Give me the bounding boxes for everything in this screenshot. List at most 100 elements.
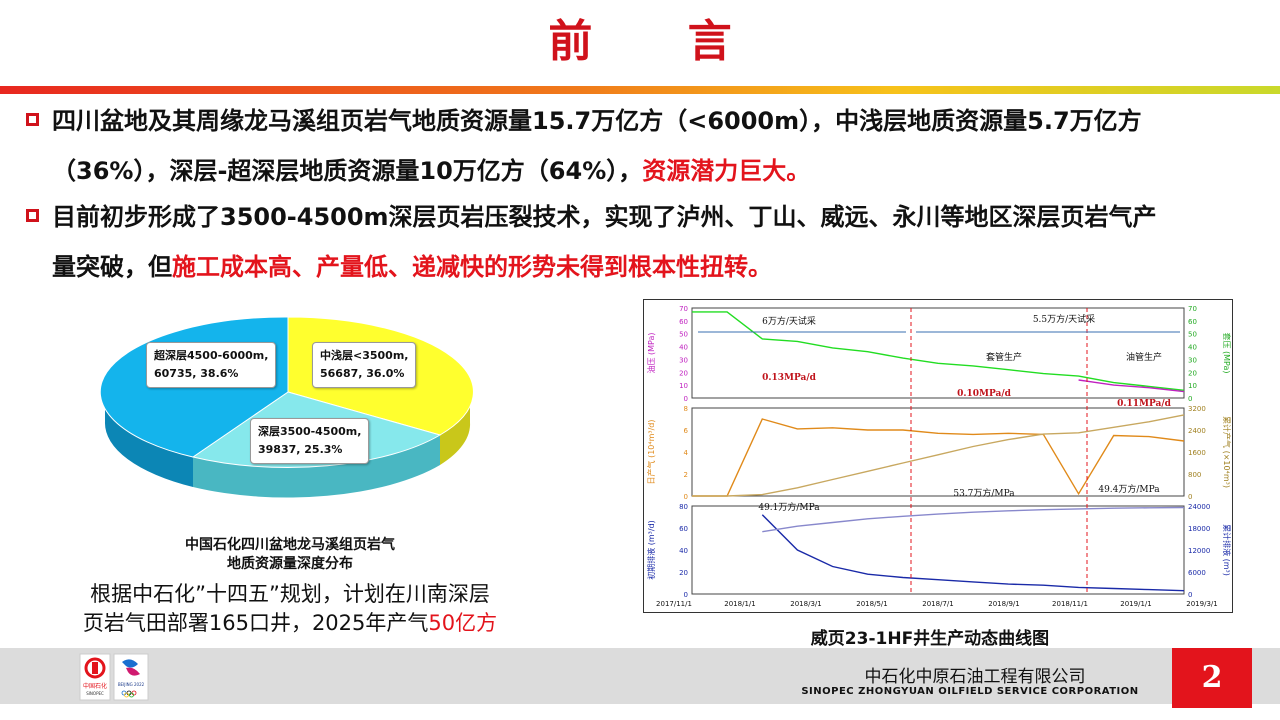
x-axis-tick-label: 2018/7/1 (922, 600, 953, 608)
company-name-en: SINOPEC ZHONGYUAN OILFIELD SERVICE CORPO… (801, 686, 1139, 697)
x-axis-tick-label: 2019/3/1 (1186, 600, 1217, 608)
pie-label-ultra-l2: 60735, 38.6% (154, 367, 239, 380)
chart-annotation: 0.11MPa/d (1117, 399, 1172, 409)
chart-annotation: 油管生产 (1126, 351, 1162, 363)
left-axis-tick-label: 20 (679, 569, 688, 577)
plan-text: 根据中石化”十四五”规划，计划在川南深层 页岩气田部署165口井，2025年产气… (40, 580, 540, 638)
left-axis-tick-label: 40 (679, 547, 688, 555)
chart-series-line (1078, 379, 1185, 393)
chart-annotation: 套管生产 (986, 351, 1022, 363)
left-axis-tick-label: 60 (679, 318, 688, 326)
right-axis-tick-label: 50 (1188, 331, 1197, 339)
x-axis-tick-label: 2018/11/1 (1052, 600, 1088, 608)
chart-caption: 威页23-1HF井生产动态曲线图 (810, 629, 1050, 649)
right-axis-tick-label: 10 (1188, 382, 1197, 390)
left-axis-tick-label: 50 (679, 331, 688, 339)
right-axis-title: 累计排液 (m³) (1222, 524, 1232, 576)
chart-annotation: 53.7万方/MPa (953, 487, 1015, 499)
bullet-2-line2: 量突破，但施工成本高、产量低、递减快的形势未得到根本性扭转。 (52, 242, 1266, 292)
pie-label-deep: 深层3500-4500m, 39837, 25.3% (250, 418, 370, 464)
chart-annotation: 49.1万方/MPa (758, 501, 820, 513)
x-axis-tick-label: 2018/3/1 (790, 600, 821, 608)
left-axis-tick-label: 40 (679, 344, 688, 352)
right-axis-tick-label: 60 (1188, 318, 1197, 326)
bullet-square-icon (26, 209, 39, 222)
pie-label-shallow-l2: 56687, 36.0% (320, 367, 405, 380)
chart-annotation: 0.10MPa/d (957, 389, 1012, 399)
pie-caption-line1: 中国石化四川盆地龙马溪组页岩气 (185, 537, 395, 553)
pie-chart-svg (99, 316, 474, 498)
left-axis-tick-label: 0 (684, 591, 688, 599)
page-title: 前 言 (548, 16, 772, 67)
left-axis-title: 油压 (MPa) (646, 332, 656, 373)
bullet-1-line2-highlight: 资源潜力巨大。 (642, 157, 811, 185)
left-axis-tick-label: 70 (679, 305, 688, 313)
right-axis-tick-label: 0 (1188, 591, 1192, 599)
pie-label-ultra-l1: 超深层4500-6000m, (154, 349, 269, 362)
right-axis-title: 套压 (MPa) (1222, 332, 1232, 373)
bullet-2-line1: 目前初步形成了3500-4500m深层页岩压裂技术，实现了泸州、丁山、威远、永川… (52, 203, 1157, 231)
left-axis-tick-label: 10 (679, 382, 688, 390)
company-name-cn: 中石化中原石油工程有限公司 (864, 667, 1086, 687)
left-axis-title: 初期排液 (m³/d) (646, 520, 656, 580)
right-axis-tick-label: 30 (1188, 356, 1197, 364)
right-axis-tick-label: 20 (1188, 369, 1197, 377)
right-axis-tick-label: 2400 (1188, 427, 1206, 435)
left-axis-tick-label: 2 (684, 471, 688, 479)
sinopec-logo-icon: 中国石化 SINOPEC BEIJING 2022 (79, 653, 149, 701)
page-number: 2 (1172, 648, 1252, 708)
right-axis-tick-label: 18000 (1188, 525, 1210, 533)
logo-cn-text: 中国石化 (83, 682, 107, 690)
chart-series-line (692, 418, 1185, 497)
right-axis-tick-label: 3200 (1188, 405, 1206, 413)
right-axis-tick-label: 70 (1188, 305, 1197, 313)
pie-caption-line2: 地质资源量深度分布 (227, 556, 353, 572)
pie-label-ultra: 超深层4500-6000m, 60735, 38.6% (146, 342, 277, 388)
left-axis-title: 日产气 (10⁴m³/d) (646, 420, 656, 485)
chart-series-line (692, 311, 1185, 391)
bullet-2-line2-normal: 量突破，但 (52, 253, 172, 281)
chart-panel-frame (691, 307, 1185, 399)
x-axis-tick-label: 2019/1/1 (1120, 600, 1151, 608)
pie-side-shallow (440, 392, 471, 465)
pie-caption: 中国石化四川盆地龙马溪组页岩气 地质资源量深度分布 (120, 536, 460, 574)
footer-logos: 中国石化 SINOPEC BEIJING 2022 (78, 652, 150, 702)
right-axis-tick-label: 1600 (1188, 449, 1206, 457)
chart-annotation: 6万方/天试采 (762, 315, 816, 327)
bullet-1-line1: 四川盆地及其周缘龙马溪组页岩气地质资源量15.7万亿方（<6000m），中浅层地… (52, 107, 1142, 135)
left-axis-tick-label: 8 (684, 405, 688, 413)
bullet-2: 目前初步形成了3500-4500m深层页岩压裂技术，实现了泸州、丁山、威远、永川… (26, 192, 1266, 292)
plan-line2: 页岩气田部署165口井，2025年产气50亿方 (40, 609, 540, 638)
pie-chart: 超深层4500-6000m, 60735, 38.6% 中浅层<3500m, 5… (99, 308, 480, 508)
left-axis-tick-label: 30 (679, 356, 688, 364)
chart-series-line (761, 514, 1185, 592)
plan-line2-normal: 页岩气田部署165口井，2025年产气 (82, 611, 429, 635)
right-axis-title: 累计产气 (×10⁴m³) (1222, 416, 1232, 488)
chart-annotation: 5.5万方/天试采 (1033, 313, 1095, 325)
logo-en-text: SINOPEC (86, 691, 104, 696)
chart-series-line (762, 506, 1185, 533)
right-axis-tick-label: 0 (1188, 493, 1192, 501)
right-axis-tick-label: 6000 (1188, 569, 1206, 577)
plan-line1: 根据中石化”十四五”规划，计划在川南深层 (90, 582, 490, 606)
pie-label-shallow: 中浅层<3500m, 56687, 36.0% (312, 342, 417, 388)
x-axis-tick-label: 2018/5/1 (856, 600, 887, 608)
bullet-1-line2-normal: （36%），深层-超深层地质资源量10万亿方（64%）， (52, 157, 643, 185)
pie-label-deep-l2: 39837, 25.3% (258, 443, 343, 456)
left-axis-tick-label: 20 (679, 369, 688, 377)
pie-side-deep (193, 435, 440, 498)
x-axis-tick-label: 2017/11/1 (656, 600, 692, 608)
x-axis-tick-label: 2018/1/1 (724, 600, 755, 608)
production-chart: 0 10 20 30 40 50 60 70 0 10 20 30 40 50 60 70 油压 (MPa) 套压… (643, 299, 1233, 613)
left-axis-tick-label: 60 (679, 525, 688, 533)
right-axis-tick-label: 0 (1188, 395, 1192, 403)
chart-panel-frame (691, 505, 1185, 595)
plan-line2-highlight: 50亿方 (428, 611, 498, 635)
bullet-1: 四川盆地及其周缘龙马溪组页岩气地质资源量15.7万亿方（<6000m），中浅层地… (26, 96, 1266, 196)
chart-annotation: 49.4万方/MPa (1098, 483, 1160, 495)
right-axis-tick-label: 40 (1188, 344, 1197, 352)
chart-annotation: 0.13MPa/d (762, 373, 817, 383)
left-axis-tick-label: 6 (684, 427, 689, 435)
bullet-1-line2: （36%），深层-超深层地质资源量10万亿方（64%），资源潜力巨大。 (52, 146, 1266, 196)
